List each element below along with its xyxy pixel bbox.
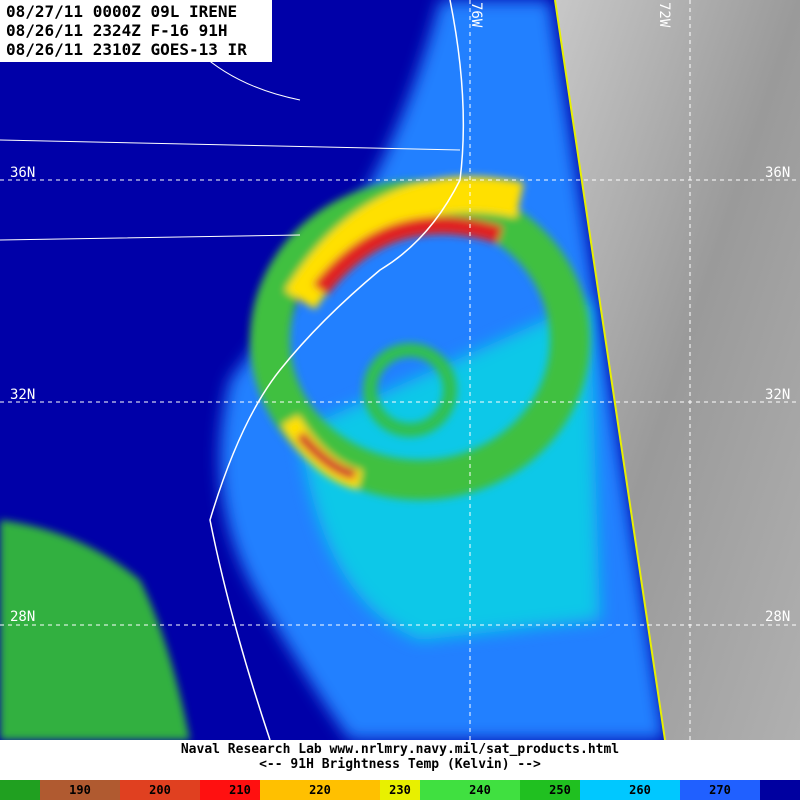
lat-label: 36N [10, 165, 35, 181]
lat-label: 28N [10, 609, 35, 625]
colorbar-tick-label: 210 [229, 783, 251, 797]
colorbar-tick-label: 240 [469, 783, 491, 797]
header-line: 08/26/11 2324Z F-16 91H [6, 21, 228, 40]
colorbar-tick-label: 220 [309, 783, 331, 797]
colorbar-tick-label: 230 [389, 783, 411, 797]
lon-label: 76W [468, 2, 484, 28]
footer: Naval Research Lab www.nrlmry.navy.mil/s… [0, 740, 800, 780]
footer-line: <-- 91H Brightness Temp (Kelvin) --> [259, 757, 541, 772]
footer-line: Naval Research Lab www.nrlmry.navy.mil/s… [181, 742, 619, 757]
lat-label: 28N [765, 609, 790, 625]
colorbar-tick-label: 200 [149, 783, 171, 797]
header: 08/27/11 0000Z 09L IRENE 08/26/11 2324Z … [0, 0, 272, 62]
lat-label: 32N [10, 387, 35, 403]
lat-label: 36N [765, 165, 790, 181]
colorbar-tick-label: 190 [69, 783, 91, 797]
colorbar: 190 200 210 220 230 240 250 260 270 [0, 780, 800, 800]
header-line: 08/26/11 2310Z GOES-13 IR [6, 40, 247, 59]
lat-label: 32N [765, 387, 790, 403]
lon-label: 72W [656, 2, 672, 28]
satellite-image [0, 0, 800, 741]
map-labels: 36N 36N 32N 32N 28N 28N 76W 72W [10, 2, 790, 625]
colorbar-tick-label: 250 [549, 783, 571, 797]
colorbar-tick-label: 260 [629, 783, 651, 797]
colorbar-tick-label: 270 [709, 783, 731, 797]
header-line: 08/27/11 0000Z 09L IRENE [6, 2, 237, 21]
